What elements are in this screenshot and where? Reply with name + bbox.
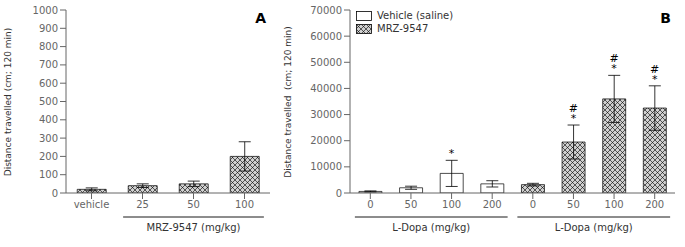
svg-text:700: 700 <box>39 59 58 70</box>
html-text:MRZ-9547: MRZ-9547 <box>377 23 429 34</box>
svg-text:20000: 20000 <box>310 135 342 146</box>
svg-text:1000: 1000 <box>33 5 58 16</box>
svg-text:*: * <box>652 73 658 86</box>
svg-text:200: 200 <box>645 199 664 210</box>
svg-text:100: 100 <box>442 199 461 210</box>
svg-text:vehicle: vehicle <box>74 199 110 210</box>
html-text:Vehicle (saline): Vehicle (saline) <box>377 10 454 21</box>
svg-text:50: 50 <box>187 199 200 210</box>
html-text:Distance travelled (cm; 120 mi: Distance travelled (cm; 120 min) <box>3 27 13 176</box>
svg-text:L-Dopa (mg/kg): L-Dopa (mg/kg) <box>555 222 633 233</box>
html-text:Distance travelled (cm; 120 mi: Distance travelled (cm; 120 min) <box>283 25 293 178</box>
svg-text:#: # <box>569 102 578 115</box>
svg-text:0: 0 <box>52 188 58 199</box>
svg-text:10000: 10000 <box>310 161 342 172</box>
svg-text:60000: 60000 <box>310 31 342 42</box>
svg-text:100: 100 <box>235 199 254 210</box>
svg-text:50: 50 <box>567 199 580 210</box>
svg-text:0: 0 <box>530 199 536 210</box>
svg-text:600: 600 <box>39 78 58 89</box>
svg-text:200: 200 <box>483 199 502 210</box>
svg-text:200: 200 <box>39 151 58 162</box>
svg-text:0: 0 <box>336 188 342 199</box>
svg-text:50000: 50000 <box>310 57 342 68</box>
svg-text:800: 800 <box>39 41 58 52</box>
svg-text:#: # <box>650 63 659 76</box>
svg-text:400: 400 <box>39 114 58 125</box>
svg-text:25: 25 <box>136 199 149 210</box>
svg-text:70000: 70000 <box>310 5 342 16</box>
svg-text:50: 50 <box>405 199 418 210</box>
svg-text:100: 100 <box>39 169 58 180</box>
svg-text:40000: 40000 <box>310 83 342 94</box>
svg-text:*: * <box>571 112 577 125</box>
svg-text:300: 300 <box>39 133 58 144</box>
svg-text:30000: 30000 <box>310 109 342 120</box>
svg-text:100: 100 <box>605 199 624 210</box>
svg-text:L-Dopa (mg/kg): L-Dopa (mg/kg) <box>392 222 470 233</box>
svg-text:#: # <box>609 52 618 65</box>
svg-text:500: 500 <box>39 96 58 107</box>
svg-text:*: * <box>449 147 455 160</box>
svg-text:MRZ-9547 (mg/kg): MRZ-9547 (mg/kg) <box>147 222 241 233</box>
svg-text:*: * <box>611 62 617 75</box>
svg-text:900: 900 <box>39 23 58 34</box>
html-text:B: B <box>660 10 671 26</box>
svg-text:0: 0 <box>367 199 373 210</box>
html-text:A: A <box>255 10 266 26</box>
